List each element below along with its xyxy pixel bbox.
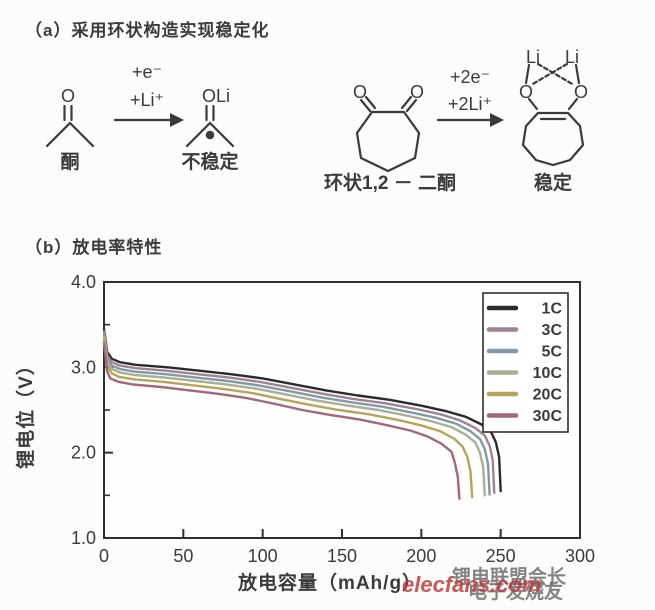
diketone-oxygen-right-label: O xyxy=(410,82,424,102)
series-line-30C xyxy=(102,342,461,500)
product2-li-right-label: Li xyxy=(565,47,579,67)
x-tick-label: 200 xyxy=(406,546,436,566)
reaction-arrow-2 xyxy=(436,113,504,127)
radical-product-structure xyxy=(185,104,235,148)
x-tick-label: 100 xyxy=(248,546,278,566)
stable-label: 稳定 xyxy=(534,171,572,194)
legend-label-1C: 1C xyxy=(542,301,563,318)
watermark-elecfans: elecfans.com xyxy=(402,572,541,597)
y-axis-label: 锂电位（V） xyxy=(14,355,37,469)
x-tick-label: 150 xyxy=(327,546,357,566)
y-tick-label: 1.0 xyxy=(71,528,96,548)
reaction-arrow-1 xyxy=(113,113,184,127)
legend-label-30C: 30C xyxy=(533,408,563,425)
radical-dot-icon xyxy=(205,130,215,140)
legend-label-10C: 10C xyxy=(533,365,563,382)
ketone-structure xyxy=(45,104,95,148)
diketone-name-label: 环状1,2 － 二酮 xyxy=(324,171,456,194)
product2-o-right-label: O xyxy=(574,82,588,102)
ketone-name-label: 酮 xyxy=(60,151,79,173)
reaction1-electron-label: +e⁻ xyxy=(132,62,162,82)
unstable-label: 不稳定 xyxy=(181,150,238,173)
diketone-structure xyxy=(355,95,421,173)
series-line-20C xyxy=(102,338,474,499)
x-tick-label: 300 xyxy=(565,546,595,566)
y-tick-label: 3.0 xyxy=(71,357,96,377)
panel-b-title: （b）放电率特性 xyxy=(25,238,163,257)
y-tick-label: 2.0 xyxy=(71,443,96,463)
x-axis-label: 放电容量（mAh/g） xyxy=(237,571,422,594)
reaction1-lithium-label: +Li⁺ xyxy=(130,90,164,110)
ketone-oxygen-label: O xyxy=(61,86,75,106)
legend-box xyxy=(482,292,569,433)
diketone-oxygen-left-label: O xyxy=(353,82,367,102)
series-line-3C xyxy=(102,330,496,495)
discharge-chart: 0 50 100 150 200 250 300 1.0 2.0 3.0 4.0 1C 3C 5C 10C 2… xyxy=(14,272,595,603)
reaction-diagram: O +e⁻ +Li⁺ OLi 酮 不稳定 O O +2e⁻ +2Li⁺ Li L… xyxy=(45,47,588,194)
product2-li-left-label: Li xyxy=(526,47,540,67)
legend-label-20C: 20C xyxy=(533,387,563,404)
x-tick-label: 50 xyxy=(173,546,193,566)
watermark-gray-2: 电子发烧友 xyxy=(468,580,563,603)
series-line-10C xyxy=(102,335,486,497)
x-tick-label: 250 xyxy=(486,546,516,566)
panel-a-title: （a）采用环状构造实现稳定化 xyxy=(25,21,270,40)
reaction2-electron-label: +2e⁻ xyxy=(450,67,490,87)
product1-oli-label: OLi xyxy=(202,86,230,106)
legend-label-5C: 5C xyxy=(542,344,563,361)
legend-label-3C: 3C xyxy=(542,322,563,339)
product2-o-left-label: O xyxy=(519,82,533,102)
watermark-gray-1: 锂电联盟会长 xyxy=(452,565,567,588)
stable-product-structure xyxy=(521,62,585,167)
reaction2-lithium-label: +2Li⁺ xyxy=(448,94,492,114)
y-tick-label: 4.0 xyxy=(71,272,96,292)
x-tick-label: 0 xyxy=(99,546,109,566)
series-line-5C xyxy=(102,332,491,496)
